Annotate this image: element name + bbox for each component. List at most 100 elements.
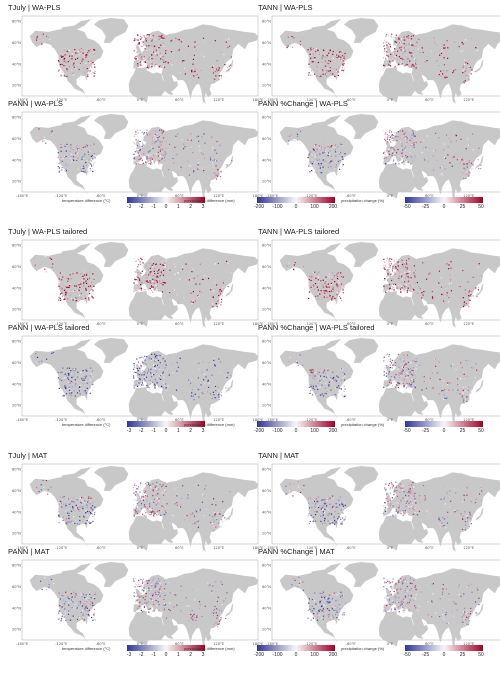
station-point bbox=[412, 130, 414, 132]
station-point bbox=[398, 36, 400, 39]
station-point bbox=[321, 63, 323, 65]
station-point bbox=[212, 303, 214, 305]
station-point bbox=[92, 383, 94, 386]
station-point bbox=[227, 372, 229, 374]
station-point bbox=[398, 277, 400, 279]
station-point bbox=[340, 518, 342, 520]
station-point bbox=[75, 152, 77, 154]
station-point bbox=[152, 51, 154, 53]
station-point bbox=[410, 506, 412, 508]
station-point bbox=[414, 498, 416, 500]
station-point bbox=[197, 158, 199, 160]
station-point bbox=[418, 286, 420, 288]
station-point bbox=[314, 592, 316, 594]
station-point bbox=[456, 383, 458, 385]
station-point bbox=[85, 375, 87, 377]
station-point bbox=[151, 58, 153, 60]
station-point bbox=[218, 75, 220, 77]
station-point bbox=[441, 390, 443, 392]
station-point bbox=[327, 146, 329, 148]
station-point bbox=[414, 46, 416, 48]
station-point bbox=[82, 593, 84, 595]
station-point bbox=[88, 599, 90, 601]
station-point bbox=[135, 379, 137, 382]
station-point bbox=[325, 150, 327, 152]
station-point bbox=[69, 371, 71, 373]
station-point bbox=[339, 150, 341, 152]
station-point bbox=[83, 603, 85, 605]
station-point bbox=[412, 63, 414, 66]
station-point bbox=[149, 274, 151, 276]
station-point bbox=[395, 33, 397, 36]
station-point bbox=[311, 70, 313, 72]
station-point bbox=[342, 158, 344, 160]
station-point bbox=[140, 62, 142, 64]
station-point bbox=[312, 61, 314, 63]
station-point bbox=[332, 497, 334, 499]
station-point bbox=[427, 160, 429, 162]
station-point bbox=[440, 70, 442, 72]
station-point bbox=[455, 492, 457, 494]
station-point bbox=[157, 489, 159, 491]
station-point bbox=[335, 380, 338, 382]
station-point bbox=[158, 581, 160, 583]
station-point bbox=[222, 490, 225, 492]
station-point bbox=[388, 259, 390, 261]
station-point bbox=[218, 390, 220, 392]
station-point bbox=[302, 364, 304, 366]
station-point bbox=[75, 300, 77, 302]
station-point bbox=[163, 598, 165, 601]
station-point bbox=[419, 501, 421, 503]
station-point bbox=[326, 608, 328, 610]
station-point bbox=[227, 262, 229, 264]
station-point bbox=[439, 49, 441, 51]
station-point bbox=[308, 498, 310, 500]
land-shape bbox=[343, 113, 379, 139]
station-point bbox=[465, 376, 467, 378]
station-point bbox=[460, 371, 462, 373]
station-point bbox=[387, 136, 389, 138]
station-point bbox=[145, 280, 147, 282]
station-point bbox=[81, 617, 84, 620]
station-point bbox=[69, 372, 71, 374]
station-point bbox=[149, 150, 151, 152]
station-point bbox=[401, 145, 403, 147]
station-point bbox=[199, 263, 201, 265]
land-shape bbox=[93, 17, 129, 43]
station-point bbox=[61, 389, 63, 391]
station-point bbox=[208, 584, 210, 587]
station-point bbox=[435, 149, 437, 151]
station-point bbox=[135, 608, 137, 610]
station-point bbox=[413, 513, 415, 515]
station-point bbox=[418, 38, 420, 40]
station-point bbox=[212, 147, 214, 149]
station-point bbox=[139, 491, 141, 493]
station-point bbox=[88, 297, 90, 299]
station-point bbox=[161, 485, 163, 488]
station-point bbox=[386, 384, 388, 386]
station-point bbox=[184, 519, 186, 521]
station-point bbox=[396, 271, 398, 273]
station-point bbox=[88, 615, 90, 617]
station-point bbox=[133, 141, 135, 143]
land-shape bbox=[378, 387, 424, 423]
station-point bbox=[464, 59, 466, 61]
station-point bbox=[459, 393, 461, 395]
station-point bbox=[337, 51, 339, 53]
station-point bbox=[335, 506, 337, 509]
station-point bbox=[179, 287, 181, 289]
station-point bbox=[388, 601, 390, 603]
station-point bbox=[403, 512, 405, 514]
lat-tick-label: 20°N bbox=[12, 532, 21, 536]
station-point bbox=[469, 390, 471, 392]
station-point bbox=[401, 47, 403, 49]
station-point bbox=[143, 374, 145, 376]
station-point bbox=[318, 147, 321, 149]
station-point bbox=[194, 617, 196, 619]
station-point bbox=[414, 49, 416, 52]
station-point bbox=[158, 148, 160, 150]
station-point bbox=[332, 593, 334, 595]
station-point bbox=[321, 62, 323, 64]
station-point bbox=[332, 606, 334, 608]
station-point bbox=[92, 375, 94, 377]
